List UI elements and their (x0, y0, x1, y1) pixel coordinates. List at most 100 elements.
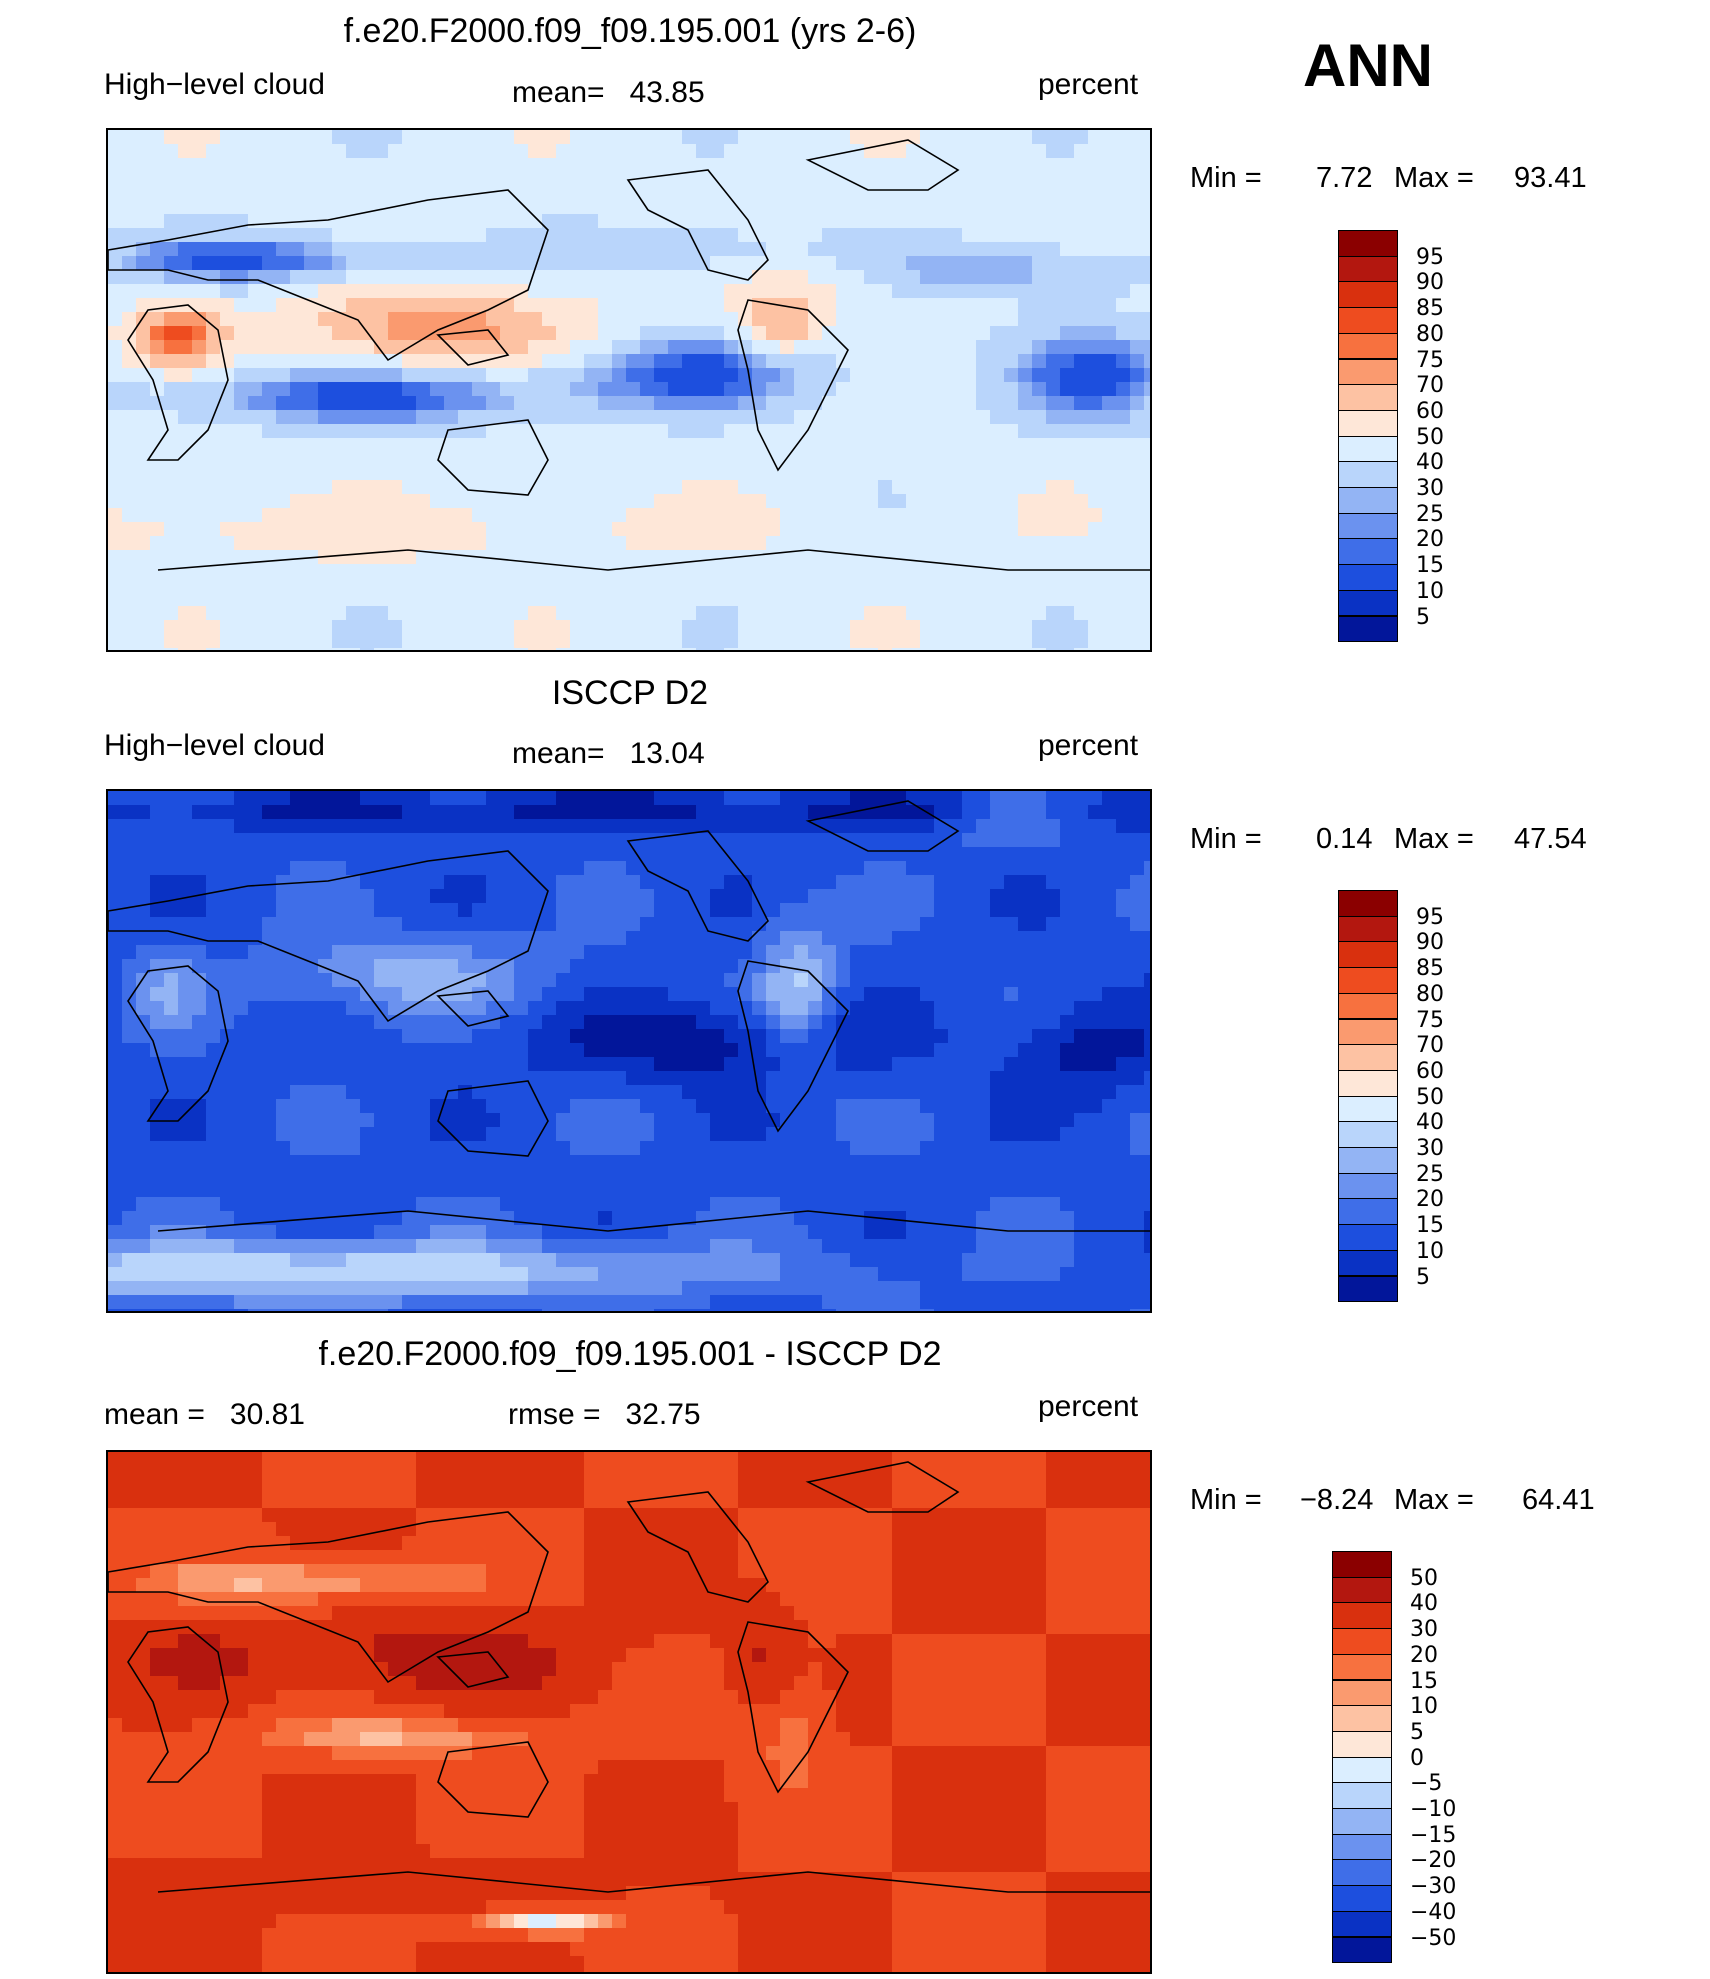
heatmap-cell (332, 847, 347, 862)
heatmap-cell (724, 959, 739, 974)
heatmap-cell (738, 875, 753, 890)
heatmap-cell (794, 326, 809, 341)
heatmap-cell (220, 452, 235, 467)
heatmap-cell (416, 592, 431, 607)
heatmap-cell (934, 945, 949, 960)
heatmap-cell (262, 326, 277, 341)
heatmap-cell (1144, 284, 1150, 299)
heatmap-cell (892, 1029, 907, 1044)
heatmap-cell (584, 833, 599, 848)
heatmap-cell (122, 847, 137, 862)
heatmap-cell (262, 1029, 277, 1044)
heatmap-cell (1116, 861, 1131, 876)
heatmap-cell (500, 396, 515, 411)
heatmap-cell (444, 861, 459, 876)
heatmap-cell (990, 242, 1005, 257)
heatmap-cell (1130, 620, 1145, 635)
heatmap-cell (122, 200, 137, 215)
heatmap-cell (948, 536, 963, 551)
heatmap-cell (234, 917, 249, 932)
heatmap-cell (612, 200, 627, 215)
heatmap-cell (668, 805, 683, 820)
heatmap-cell (962, 452, 977, 467)
heatmap-cell (472, 214, 487, 229)
heatmap-cell (626, 1029, 641, 1044)
heatmap-cell (836, 648, 851, 650)
heatmap-cell (766, 1071, 781, 1086)
heatmap-cell (682, 1085, 697, 1100)
heatmap-cell (640, 875, 655, 890)
heatmap-cell (528, 536, 543, 551)
heatmap-cell (822, 648, 837, 650)
heatmap-cell (444, 1057, 459, 1072)
heatmap-cell (836, 1099, 851, 1114)
heatmap-cell (640, 326, 655, 341)
heatmap-cell (234, 340, 249, 355)
heatmap-cell (430, 1071, 445, 1086)
heatmap-cell (1130, 564, 1145, 579)
heatmap-cell (234, 1169, 249, 1184)
heatmap-cell (486, 186, 501, 201)
heatmap-cell (822, 564, 837, 579)
heatmap-cell (1102, 1155, 1117, 1170)
heatmap-cell (808, 200, 823, 215)
heatmap-cell (290, 606, 305, 621)
heatmap-cell (150, 634, 165, 649)
panel-1-map (106, 128, 1152, 652)
heatmap-cell (598, 144, 613, 159)
heatmap-cell (794, 214, 809, 229)
heatmap-cell (500, 270, 515, 285)
heatmap-cell (682, 284, 697, 299)
heatmap-cell (836, 242, 851, 257)
heatmap-cell (430, 284, 445, 299)
heatmap-cell (430, 847, 445, 862)
heatmap-cell (514, 1113, 529, 1128)
heatmap-cell (640, 508, 655, 523)
heatmap-cell (1060, 606, 1075, 621)
heatmap-cell (262, 1001, 277, 1016)
heatmap-cell (1116, 578, 1131, 593)
heatmap-cell (682, 987, 697, 1002)
heatmap-cell (262, 480, 277, 495)
heatmap-cell (164, 578, 179, 593)
heatmap-cell (920, 396, 935, 411)
heatmap-cell (948, 214, 963, 229)
heatmap-cell (1018, 1155, 1033, 1170)
heatmap-cell (1074, 480, 1089, 495)
colorbar-swatch (1338, 384, 1398, 411)
heatmap-cell (556, 861, 571, 876)
heatmap-cell (374, 1029, 389, 1044)
heatmap-cell (570, 256, 585, 271)
heatmap-cell (486, 847, 501, 862)
heatmap-cell (584, 1057, 599, 1072)
heatmap-cell (738, 1141, 753, 1156)
heatmap-cell (682, 861, 697, 876)
heatmap-cell (626, 1057, 641, 1072)
heatmap-cell (122, 1015, 137, 1030)
heatmap-cell (1102, 326, 1117, 341)
heatmap-cell (808, 284, 823, 299)
heatmap-cell (304, 1071, 319, 1086)
heatmap-cell (332, 634, 347, 649)
heatmap-cell (528, 861, 543, 876)
heatmap-cell (794, 606, 809, 621)
heatmap-cell (1032, 1113, 1047, 1128)
heatmap-cell (878, 889, 893, 904)
heatmap-cell (318, 592, 333, 607)
heatmap-cell (332, 620, 347, 635)
heatmap-cell (934, 228, 949, 243)
heatmap-cell (934, 1001, 949, 1016)
heatmap-cell (598, 564, 613, 579)
heatmap-cell (108, 1057, 123, 1072)
heatmap-cell (402, 889, 417, 904)
heatmap-cell (710, 945, 725, 960)
heatmap-cell (906, 1099, 921, 1114)
heatmap-cell (780, 508, 795, 523)
heatmap-cell (514, 875, 529, 890)
heatmap-cell (220, 424, 235, 439)
heatmap-cell (192, 536, 207, 551)
heatmap-cell (192, 1141, 207, 1156)
heatmap-cell (598, 903, 613, 918)
heatmap-cell (934, 1099, 949, 1114)
heatmap-cell (780, 144, 795, 159)
